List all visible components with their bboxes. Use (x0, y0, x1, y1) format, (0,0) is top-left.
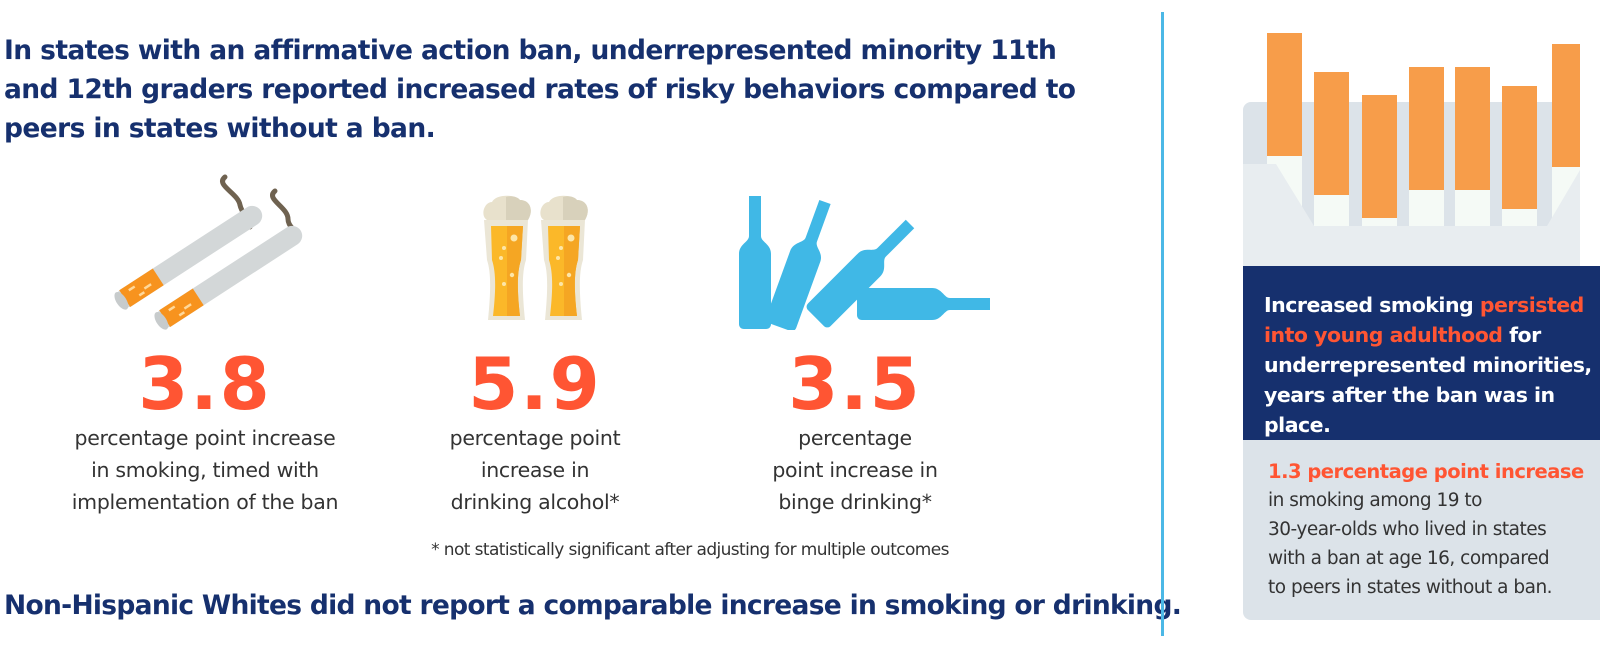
panel-text: for underrepresented minorities, years a… (1264, 323, 1592, 437)
panel-highlight: persisted into young adulthood (1264, 293, 1584, 347)
beer-glasses-icon (483, 195, 588, 320)
bottles-icon (739, 196, 990, 330)
stat-drinking-alcohol: 5.9 percentage point increase in drinkin… (415, 346, 655, 518)
vertical-divider (1161, 12, 1164, 636)
stat-smoking: 3.8 percentage point increase in smoking… (55, 346, 355, 518)
stat-description: percentage point increase in binge drink… (772, 426, 938, 514)
sidebar-dark-panel: Increased smoking persisted into young a… (1243, 266, 1600, 440)
stat-value: 3.5 (788, 342, 922, 426)
panel-body: in smoking among 19 to 30-year-olds who … (1268, 490, 1553, 598)
bottom-statement: Non-Hispanic Whites did not report a com… (4, 590, 1182, 621)
stat-description: percentage point increase in drinking al… (449, 426, 621, 514)
cigarette-pack-icon (1243, 33, 1580, 270)
cigarettes-icon (114, 174, 303, 330)
panel-text: Increased smoking (1264, 293, 1480, 317)
stat-value: 3.8 (138, 342, 272, 426)
stat-value: 5.9 (468, 342, 602, 426)
headline: In states with an affirmative action ban… (4, 35, 1076, 144)
footnote: * not statistically significant after ad… (431, 540, 949, 560)
sidebar-light-panel: 1.3 percentage point increase in smoking… (1243, 440, 1600, 620)
panel-highlight-stat: 1.3 percentage point increase (1268, 460, 1584, 483)
stat-binge-drinking: 3.5 percentage point increase in binge d… (735, 346, 975, 518)
stat-description: percentage point increase in smoking, ti… (71, 426, 339, 514)
